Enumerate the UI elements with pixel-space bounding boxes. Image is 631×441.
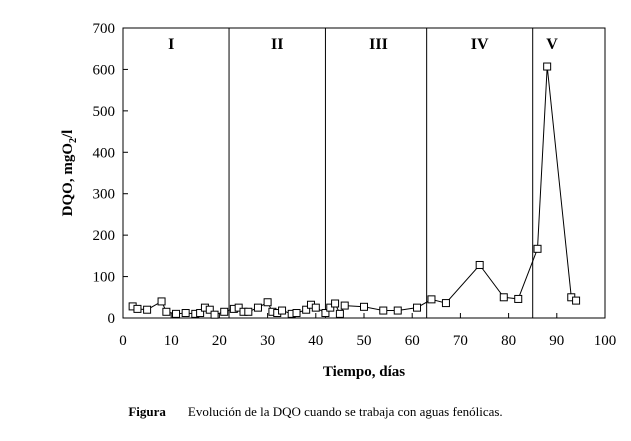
phase-label: V — [546, 36, 558, 53]
data-point — [379, 306, 388, 315]
x-tick-label: 100 — [594, 333, 617, 349]
figure-caption: Figura Evolución de la DQO cuando se trab… — [0, 404, 631, 420]
data-point — [543, 62, 552, 71]
data-point — [181, 309, 190, 318]
data-point — [441, 299, 450, 308]
data-point — [244, 307, 253, 316]
y-tick-label: 200 — [93, 228, 116, 244]
data-point — [278, 306, 287, 315]
caption-text: Evolución de la DQO cuando se trabaja co… — [187, 404, 503, 419]
x-tick-label: 30 — [260, 333, 275, 349]
data-point — [172, 309, 181, 318]
data-point — [572, 296, 581, 305]
y-axis-label: DQO, mgO2/l — [60, 130, 79, 217]
data-point — [292, 309, 301, 318]
data-point — [234, 303, 243, 312]
y-tick-label: 700 — [93, 21, 116, 37]
data-point — [427, 295, 436, 304]
y-tick-label: 400 — [93, 145, 116, 161]
y-tick-label: 0 — [108, 311, 116, 327]
data-point — [133, 304, 142, 313]
x-tick-label: 70 — [453, 333, 468, 349]
phase-label: IV — [471, 36, 489, 53]
data-point — [220, 307, 229, 316]
data-point — [302, 305, 311, 314]
chart: DQO, mgO2/l Tiempo, días I II III IV V 0 10 20… — [60, 21, 617, 380]
data-point — [157, 297, 166, 306]
data-point — [253, 303, 262, 312]
x-tick-label: 10 — [164, 333, 179, 349]
x-tick-label: 20 — [212, 333, 227, 349]
x-axis-label: Tiempo, días — [323, 364, 405, 380]
y-tick-label: 300 — [93, 187, 116, 203]
phase-label: II — [271, 36, 283, 53]
y-tick-label: 600 — [93, 62, 116, 78]
data-point — [196, 309, 205, 318]
x-tick-label: 40 — [308, 333, 323, 349]
data-point — [533, 244, 542, 253]
data-point — [143, 305, 152, 314]
x-tick-label: 90 — [549, 333, 564, 349]
caption-label: Figura — [128, 404, 166, 419]
data-point — [331, 299, 340, 308]
phase-label: III — [369, 36, 388, 53]
data-point — [162, 307, 171, 316]
x-tick-label: 80 — [501, 333, 516, 349]
data-point — [311, 303, 320, 312]
data-point — [413, 303, 422, 312]
data-point — [514, 294, 523, 303]
y-tick-label: 500 — [93, 104, 116, 120]
data-point — [335, 309, 344, 318]
data-point — [340, 301, 349, 310]
data-point — [475, 260, 484, 269]
data-point — [205, 305, 214, 314]
data-point — [210, 310, 219, 319]
data-point — [393, 306, 402, 315]
y-tick-label: 100 — [93, 270, 116, 286]
data-point — [263, 298, 272, 307]
data-point — [321, 309, 330, 318]
x-tick-label: 0 — [119, 333, 127, 349]
data-point — [499, 293, 508, 302]
phase-label: I — [168, 36, 174, 53]
series-line — [132, 66, 577, 316]
x-tick-label: 50 — [357, 333, 372, 349]
data-point — [360, 302, 368, 311]
svg-text:DQO, mgO2/l: DQO, mgO2/l — [60, 130, 79, 217]
x-tick-label: 60 — [405, 333, 420, 349]
data-point — [326, 303, 335, 312]
